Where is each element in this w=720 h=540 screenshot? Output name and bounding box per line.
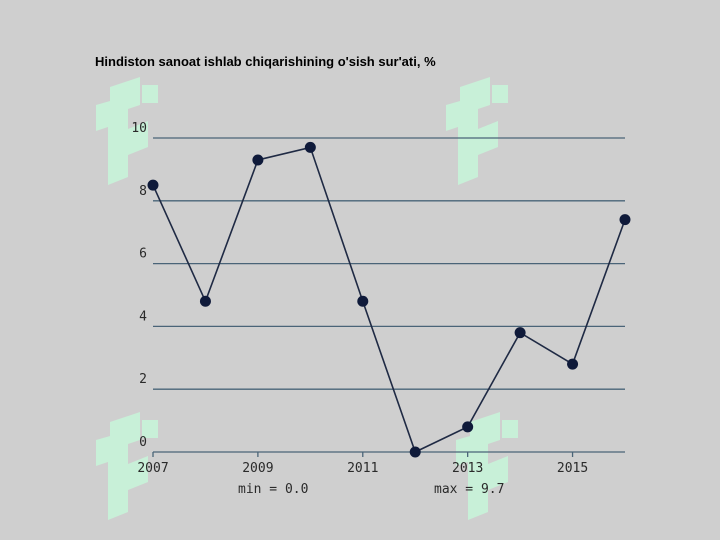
data-point [147, 179, 159, 191]
series-layer [147, 141, 631, 458]
watermark-shape [446, 77, 498, 185]
y-tick-label: 6 [139, 247, 147, 262]
chart-title: Hindiston sanoat ishlab chiqarishining o… [95, 54, 436, 69]
grid-lines [153, 137, 625, 453]
data-point [199, 295, 211, 307]
x-tick-label: 2009 [242, 461, 273, 476]
watermark-shape [492, 85, 508, 103]
watermark-shape [142, 420, 158, 438]
y-tick-label: 8 [139, 184, 147, 199]
data-point [567, 358, 579, 370]
watermark-shape [502, 420, 518, 438]
watermark-shape [456, 412, 508, 520]
watermark-layer [96, 77, 518, 520]
data-point [462, 421, 474, 433]
y-tick-label: 10 [131, 121, 147, 136]
data-point [409, 446, 421, 458]
x-axis-ticks: 2007 2009 2011 2013 2015 [137, 452, 588, 476]
x-tick-label: 2011 [347, 461, 378, 476]
data-point [252, 154, 264, 166]
y-axis-ticks: 0 2 4 6 8 10 [131, 121, 147, 450]
x-tick-label: 2015 [557, 461, 588, 476]
y-tick-label: 4 [139, 309, 147, 324]
watermark-shape [142, 85, 158, 103]
y-tick-label: 2 [139, 372, 147, 387]
watermark-logo [456, 412, 518, 520]
data-point [514, 327, 526, 339]
watermark-shape [96, 77, 148, 185]
watermark-logo [446, 77, 508, 185]
y-tick-label: 0 [139, 435, 147, 450]
min-label: min = 0.0 [238, 482, 308, 497]
data-point [357, 295, 369, 307]
series-line [152, 146, 626, 454]
x-tick-label: 2007 [137, 461, 168, 476]
stats-labels: min = 0.0 max = 9.7 [238, 482, 504, 497]
x-tick-label: 2013 [452, 461, 483, 476]
max-label: max = 9.7 [434, 482, 504, 497]
watermark-logo [96, 412, 158, 520]
data-point [304, 141, 316, 153]
watermark-shape [96, 412, 148, 520]
data-point [619, 214, 631, 226]
watermark-logo [96, 77, 158, 185]
